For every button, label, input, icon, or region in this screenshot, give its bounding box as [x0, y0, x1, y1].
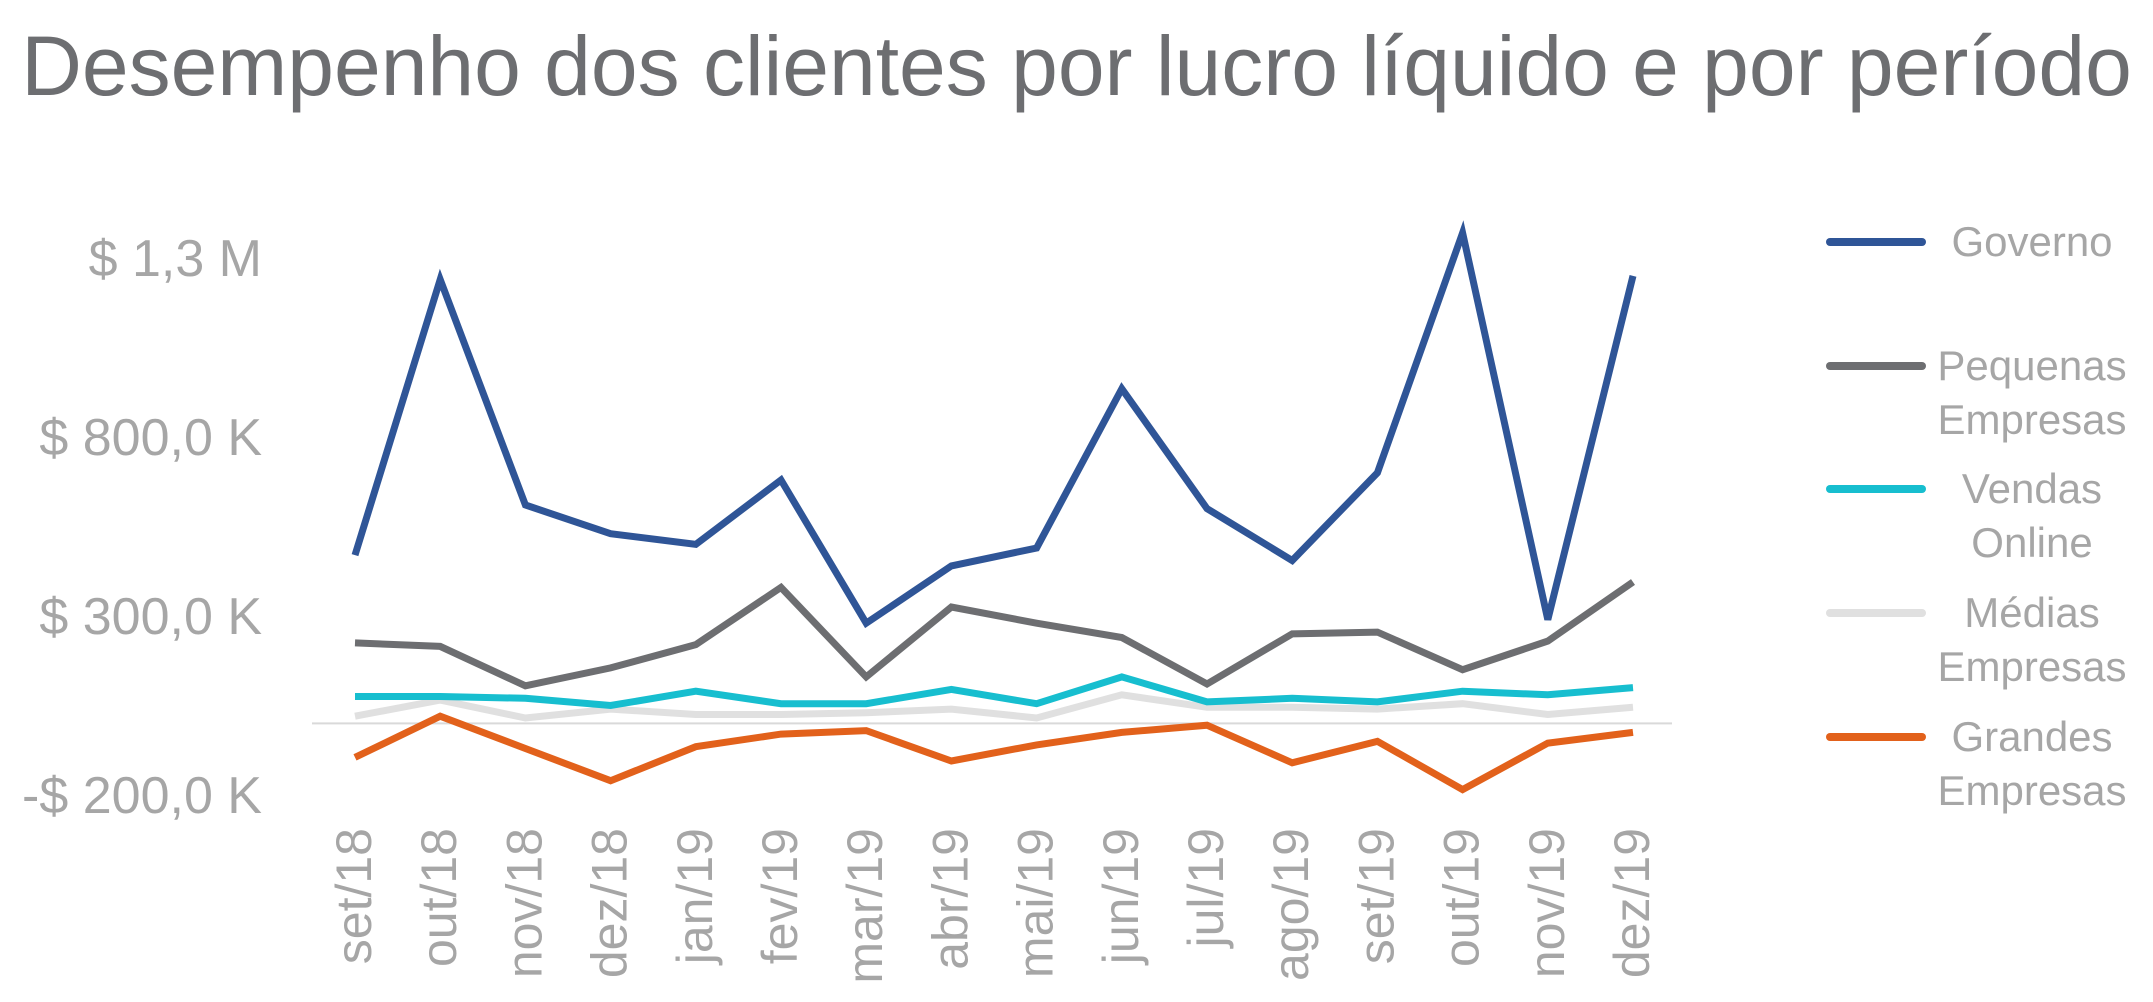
x-tick-label: set/19	[1348, 828, 1404, 964]
x-tick-label: mai/19	[1008, 828, 1064, 978]
series-layer	[351, 220, 1637, 794]
x-tick-label: jun/19	[1093, 828, 1149, 966]
legend-label: Empresas	[1937, 396, 2126, 443]
y-axis: $ 1,3 M $ 800,0 K $ 300,0 K -$ 200,0 K	[22, 230, 262, 825]
chart-title: Desempenho dos clientes por lucro líquid…	[21, 19, 2132, 113]
legend-item: Grandes Empresas	[1826, 713, 2127, 814]
legend-item: Vendas Online	[1826, 465, 2102, 566]
x-tick-label: nov/19	[1519, 828, 1575, 978]
y-tick-label: $ 300,0 K	[39, 588, 262, 646]
series-line-pequenas-empresas	[354, 579, 1635, 690]
x-tick-label: dez/18	[582, 828, 638, 978]
x-tick-label: fev/19	[752, 828, 808, 964]
legend-label: Médias	[1964, 589, 2099, 636]
legend-item: Pequenas Empresas	[1826, 342, 2127, 443]
x-tick-label: jul/19	[1178, 828, 1234, 950]
x-tick-label: ago/19	[1263, 828, 1319, 981]
x-tick-label: abr/19	[922, 828, 978, 970]
legend-item: Médias Empresas	[1826, 589, 2127, 690]
legend: Governo Pequenas Empresas Vendas Online Média…	[1826, 218, 2127, 814]
x-tick-label: out/19	[1434, 828, 1490, 967]
legend-label: Vendas	[1962, 465, 2102, 512]
series-line-medias-empresas	[354, 691, 1634, 722]
y-tick-label: $ 1,3 M	[89, 230, 262, 288]
series-line-governo	[351, 220, 1637, 629]
legend-label: Pequenas	[1937, 342, 2126, 389]
series-line-grandes-empresas	[353, 712, 1634, 794]
x-tick-label: dez/19	[1604, 828, 1660, 978]
x-axis: set/18 out/18 nov/18 dez/18 jan/19 fev/19 mar/…	[326, 828, 1660, 984]
legend-label: Empresas	[1937, 643, 2126, 690]
series-line-vendas-online	[355, 673, 1634, 710]
y-tick-label: $ 800,0 K	[39, 409, 262, 467]
y-tick-label: -$ 200,0 K	[22, 767, 262, 825]
x-tick-label: mar/19	[837, 828, 893, 984]
x-tick-label: jan/19	[667, 828, 723, 966]
legend-label: Grandes	[1951, 713, 2112, 760]
legend-label: Governo	[1951, 218, 2112, 265]
x-tick-label: nov/18	[496, 828, 552, 978]
legend-label: Empresas	[1937, 767, 2126, 814]
legend-item: Governo	[1826, 218, 2113, 265]
x-tick-label: set/18	[326, 828, 382, 964]
legend-label: Online	[1971, 519, 2092, 566]
x-tick-label: out/18	[411, 828, 467, 967]
